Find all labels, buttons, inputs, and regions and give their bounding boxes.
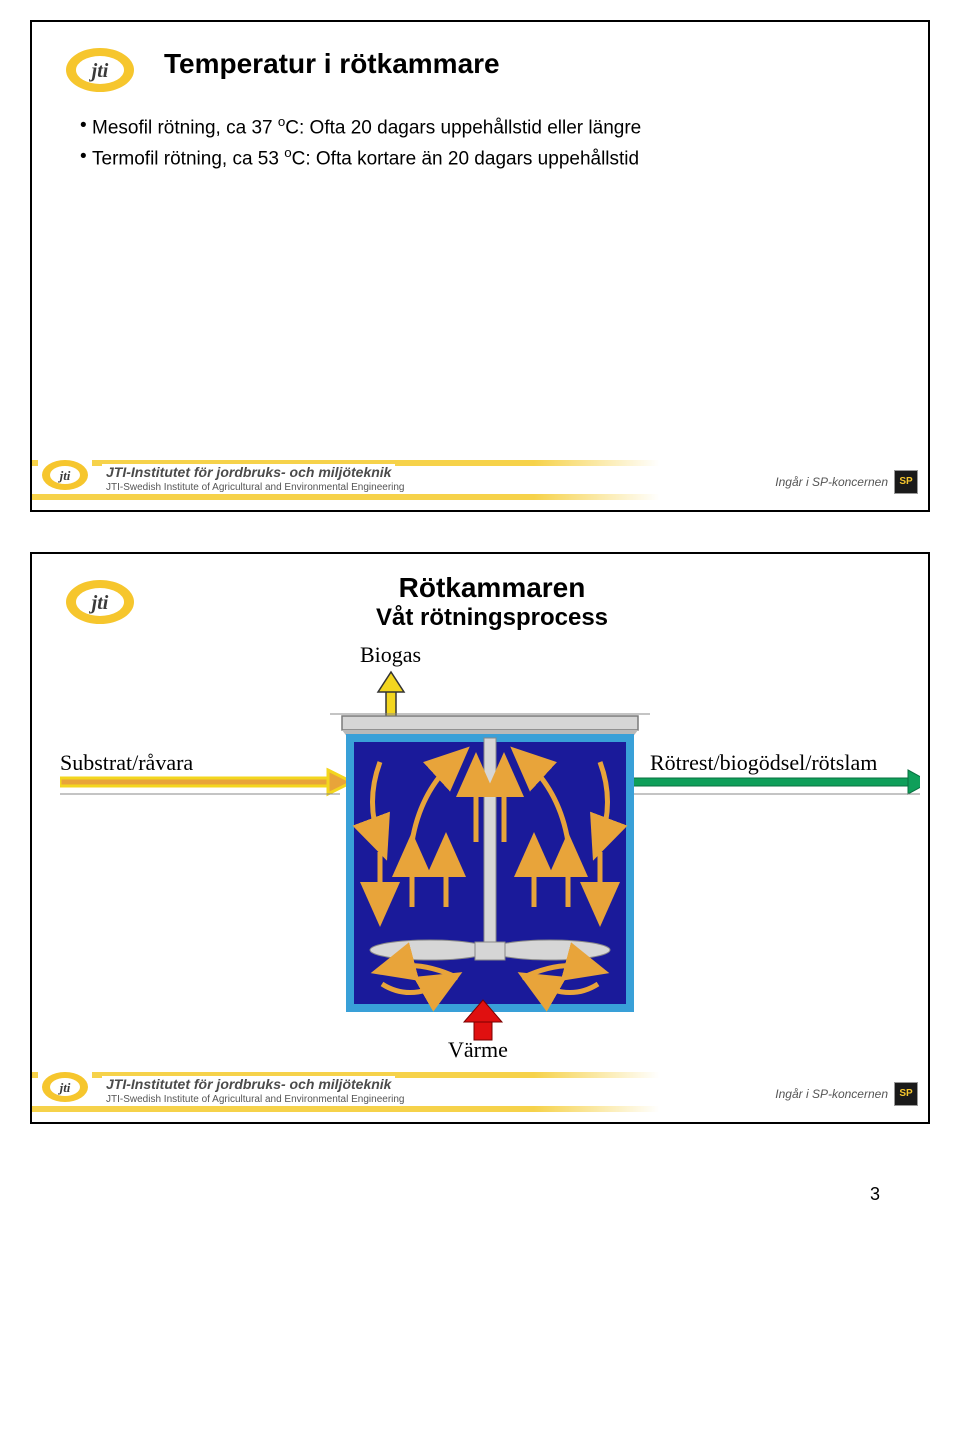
slide2-title-block: Rötkammaren Våt rötningsprocess bbox=[84, 572, 900, 632]
slide-rotkammaren: jti Rötkammaren Våt rötningsprocess Biog… bbox=[30, 552, 930, 1124]
jti-logo: jti bbox=[60, 40, 140, 98]
svg-text:jti: jti bbox=[89, 60, 109, 82]
footer-institute-en: JTI-Swedish Institute of Agricultural an… bbox=[102, 482, 409, 493]
slide1-body: • Mesofil rötning, ca 37 oC: Ofta 20 dag… bbox=[60, 98, 900, 174]
slide1-header: jti Temperatur i rötkammare bbox=[60, 40, 900, 98]
digester-diagram: Biogas Substrat/råvara Rötrest/biogödsel… bbox=[60, 642, 920, 1062]
footer-tagline: Ingår i SP-koncernen SP bbox=[775, 1082, 918, 1106]
slide1-title: Temperatur i rötkammare bbox=[164, 48, 500, 80]
footer-institute-en: JTI-Swedish Institute of Agricultural an… bbox=[102, 1094, 409, 1105]
slide-temperature: jti Temperatur i rötkammare • Mesofil rö… bbox=[30, 20, 930, 512]
sp-box-icon: SP bbox=[894, 470, 918, 494]
page-number: 3 bbox=[30, 1164, 930, 1215]
sp-box-icon: SP bbox=[894, 1082, 918, 1106]
footer-tagline: Ingår i SP-koncernen SP bbox=[775, 470, 918, 494]
slide2-title-2: Våt rötningsprocess bbox=[84, 604, 900, 632]
slide2-header: jti Rötkammaren Våt rötningsprocess bbox=[60, 572, 900, 632]
arrow-substrate bbox=[60, 770, 352, 794]
arrow-digestate bbox=[622, 770, 920, 794]
svg-text:jti: jti bbox=[58, 468, 71, 483]
svg-text:jti: jti bbox=[58, 1080, 71, 1095]
slide1-footer: jti JTI-Institutet för jordbruks- och mi… bbox=[32, 454, 928, 510]
slide2-title-1: Rötkammaren bbox=[84, 572, 900, 604]
footer-logo-icon: jti bbox=[38, 1066, 92, 1106]
slide2-footer: jti JTI-Institutet för jordbruks- och mi… bbox=[32, 1066, 928, 1122]
bullet-termophil: • Termofil rötning, ca 53 oC: Ofta korta… bbox=[80, 143, 890, 174]
bullet-mesophil: • Mesofil rötning, ca 37 oC: Ofta 20 dag… bbox=[80, 112, 890, 143]
digester-tank bbox=[330, 714, 650, 1008]
footer-logo-icon: jti bbox=[38, 454, 92, 494]
digester-svg bbox=[60, 642, 920, 1062]
footer-institute: JTI-Institutet för jordbruks- och miljöt… bbox=[102, 1076, 395, 1092]
footer-institute: JTI-Institutet för jordbruks- och miljöt… bbox=[102, 464, 395, 480]
